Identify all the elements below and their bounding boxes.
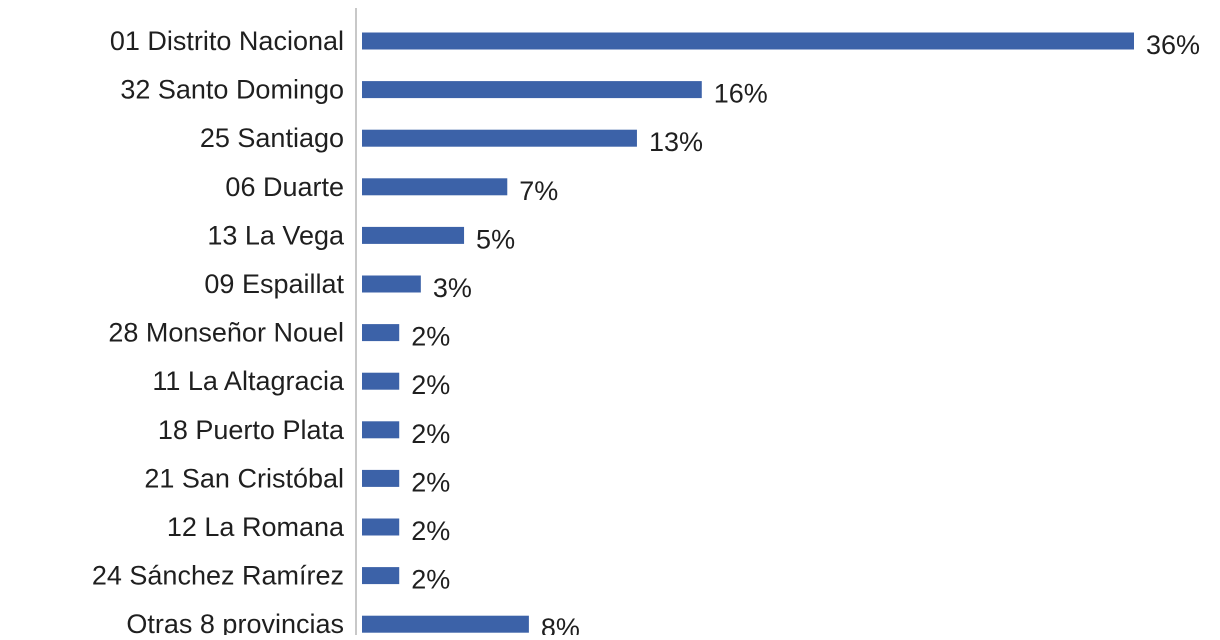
bar [362, 518, 400, 536]
category-label: 18 Puerto Plata [158, 415, 345, 445]
bar [362, 372, 400, 390]
value-label: 2% [411, 322, 450, 352]
category-label: Otras 8 provincias [126, 609, 344, 635]
bar [362, 615, 529, 633]
value-label: 13% [649, 127, 703, 157]
value-label: 36% [1146, 30, 1200, 60]
bar [362, 81, 702, 99]
value-label: 16% [714, 79, 768, 109]
value-label: 7% [519, 176, 558, 206]
value-label: 8% [541, 613, 580, 635]
bar [362, 567, 400, 585]
value-label: 2% [411, 370, 450, 400]
category-label: 21 San Cristóbal [144, 463, 344, 493]
bar [362, 421, 400, 439]
category-label: 06 Duarte [225, 172, 344, 202]
value-label: 2% [411, 565, 450, 595]
value-label: 2% [411, 467, 450, 497]
category-labels: 01 Distrito Nacional 32 Santo Domingo 25 S… [92, 26, 345, 639]
category-label: 28 Monseñor Nouel [108, 318, 344, 348]
bar [362, 226, 465, 244]
category-label: 09 Espaillat [204, 269, 344, 299]
category-label: 12 La Romana [167, 512, 345, 542]
bar [362, 324, 400, 342]
bar [362, 129, 637, 147]
bar [362, 469, 400, 487]
bars-layer [362, 32, 1134, 633]
value-label: 2% [411, 419, 450, 449]
category-label: 13 La Vega [207, 220, 345, 250]
value-label: 2% [411, 516, 450, 546]
value-label: 5% [476, 224, 515, 254]
value-label: 3% [433, 273, 472, 303]
category-label: 32 Santo Domingo [120, 75, 344, 105]
category-label: 11 La Altagracia [152, 366, 345, 396]
bar [362, 275, 421, 293]
bar [362, 32, 1134, 50]
category-label: 01 Distrito Nacional [110, 26, 344, 56]
category-label: 24 Sánchez Ramírez [92, 561, 344, 591]
category-label: 25 Santiago [200, 123, 344, 153]
value-labels: 36% 16% 13% 7%5%3% 2% 2% 2% 2% 2% 2% 8% [411, 30, 1200, 640]
bar [362, 178, 508, 196]
